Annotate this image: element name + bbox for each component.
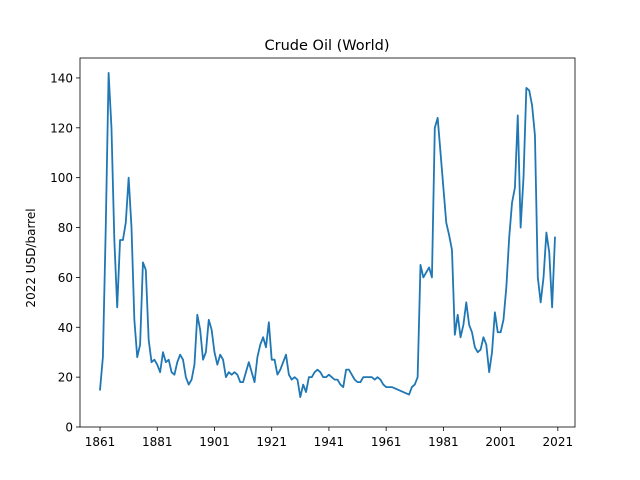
y-tick-label: 0 — [65, 421, 73, 435]
y-tick-label: 20 — [58, 371, 73, 385]
x-tick-label: 1961 — [371, 435, 402, 449]
x-tick-label: 1901 — [199, 435, 230, 449]
y-tick-label: 60 — [58, 271, 73, 285]
x-tick-label: 1941 — [314, 435, 345, 449]
x-tick-label: 2001 — [485, 435, 516, 449]
x-tick-label: 1881 — [142, 435, 173, 449]
chart-title: Crude Oil (World) — [265, 38, 390, 54]
y-axis-ticks: 0 20 40 60 80 100 120 140 — [50, 71, 80, 435]
plot-area-frame — [79, 57, 576, 428]
y-tick-label: 80 — [58, 221, 73, 235]
y-tick-label: 40 — [58, 321, 73, 335]
x-tick-label: 1981 — [428, 435, 459, 449]
y-axis-label: 2022 USD/barrel — [24, 208, 38, 307]
x-axis-ticks: 1861 1881 1901 1921 1941 1961 1981 2001 2021 — [85, 427, 573, 449]
x-tick-label: 1861 — [85, 435, 116, 449]
x-tick-label: 1921 — [256, 435, 287, 449]
y-tick-label: 140 — [50, 71, 73, 85]
x-tick-label: 2021 — [543, 435, 574, 449]
y-tick-label: 100 — [50, 171, 73, 185]
y-tick-label: 120 — [50, 121, 73, 135]
price-series-line — [99, 72, 556, 398]
